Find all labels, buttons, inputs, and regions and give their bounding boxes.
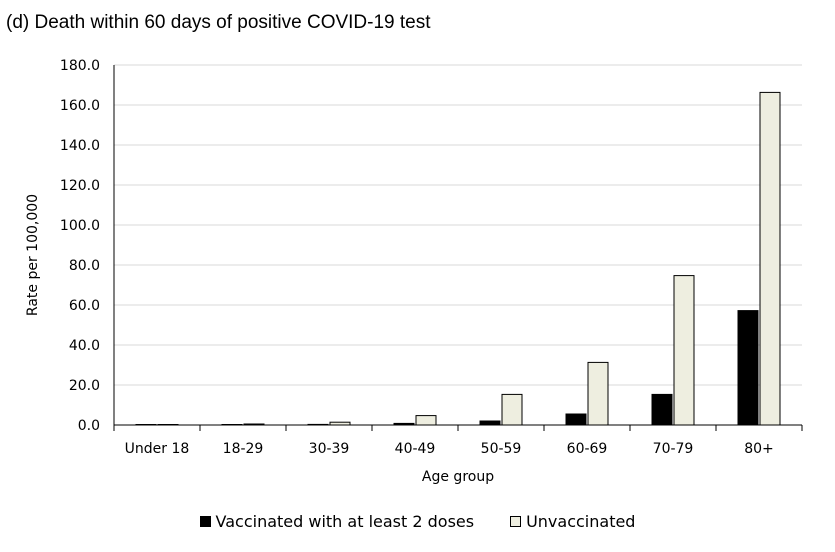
y-tick-label: 60.0 — [69, 298, 100, 314]
y-tick-label: 100.0 — [60, 218, 100, 234]
bar-vaccinated — [479, 420, 501, 426]
x-tick-label: 50-59 — [481, 441, 522, 457]
legend-item-vaccinated: Vaccinated with at least 2 doses — [199, 512, 475, 531]
bar-unvaccinated — [415, 415, 437, 426]
legend-label-unvaccinated: Unvaccinated — [526, 512, 636, 531]
bar-vaccinated — [221, 424, 243, 426]
bar-unvaccinated — [673, 275, 695, 426]
y-axis-title: Rate per 100,000 — [25, 194, 41, 316]
bar-vaccinated — [393, 422, 415, 426]
x-tick-label: Under 18 — [125, 441, 190, 457]
bar-vaccinated — [651, 393, 673, 426]
legend-label-vaccinated: Vaccinated with at least 2 doses — [215, 512, 475, 531]
x-tick-label: 18-29 — [223, 441, 264, 457]
bar-vaccinated — [737, 310, 759, 426]
x-tick-label: 80+ — [744, 441, 774, 457]
y-tick-label: 0.0 — [78, 418, 100, 434]
bar-unvaccinated — [759, 91, 781, 426]
y-tick-label: 140.0 — [60, 138, 100, 154]
bar-unvaccinated — [157, 424, 179, 426]
x-tick-label: 30-39 — [309, 441, 350, 457]
x-axis-title: Age group — [422, 469, 494, 485]
bar-unvaccinated — [501, 393, 523, 426]
y-tick-label: 80.0 — [69, 258, 100, 274]
bar-unvaccinated — [243, 423, 265, 426]
bar-chart: 0.0 20.0 40.0 60.0 80.0 100.0 120.0 140.0 160.0 1… — [25, 58, 803, 485]
chart-title: (d) Death within 60 days of positive COV… — [6, 12, 431, 33]
bar-unvaccinated — [587, 361, 609, 426]
legend-swatch-unvaccinated — [510, 516, 522, 527]
bar-vaccinated — [135, 424, 157, 426]
y-tick-label: 20.0 — [69, 378, 100, 394]
legend: Vaccinated with at least 2 doses Unvacci… — [0, 512, 835, 531]
x-tick-label: 60-69 — [567, 441, 608, 457]
bar-unvaccinated — [329, 421, 351, 426]
legend-item-unvaccinated: Unvaccinated — [510, 512, 635, 531]
y-tick-label: 160.0 — [60, 98, 100, 114]
y-tick-label: 40.0 — [69, 338, 100, 354]
y-tick-label: 120.0 — [60, 178, 100, 194]
x-tick-label: 40-49 — [395, 441, 436, 457]
y-tick-label: 180.0 — [60, 58, 100, 74]
legend-swatch-vaccinated — [199, 516, 211, 527]
bar-vaccinated — [307, 423, 329, 426]
x-tick-label: 70-79 — [653, 441, 694, 457]
bar-vaccinated — [565, 413, 587, 426]
